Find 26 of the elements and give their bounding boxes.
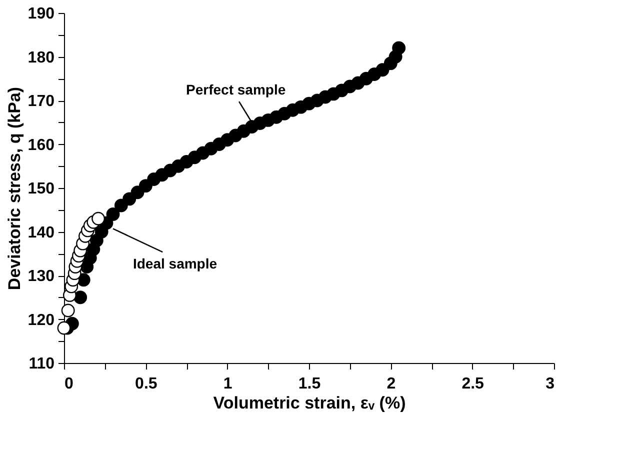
point xyxy=(92,212,106,226)
x-tick-label: 2 xyxy=(386,376,396,392)
x-tick-label: 2.5 xyxy=(462,376,484,392)
y-tick-label: 120 xyxy=(28,312,55,329)
point xyxy=(106,208,120,221)
y-tick-label: 190 xyxy=(28,6,55,22)
point xyxy=(61,304,75,318)
x-axis-title: Volumetric strain, εᵥ (%) xyxy=(213,394,406,412)
y-tick-label: 180 xyxy=(28,49,55,66)
annotation: Perfect sample xyxy=(186,81,286,98)
point xyxy=(57,321,71,335)
y-tick-label: 170 xyxy=(28,93,55,110)
point xyxy=(392,41,406,55)
x-tick-label: 0 xyxy=(64,376,74,392)
y-tick-label: 110 xyxy=(28,356,55,372)
y-tick-label: 140 xyxy=(28,224,55,242)
annotation: Ideal sample xyxy=(132,256,218,272)
y-axis-title: Deviatoric stress, q (kPa) xyxy=(4,86,24,290)
point xyxy=(74,290,88,304)
x-tick-label: 1 xyxy=(223,376,232,392)
x-tick-label: 3 xyxy=(546,376,555,392)
y-tick-label: 150 xyxy=(28,180,55,198)
y-tick-label: 130 xyxy=(28,268,55,285)
x-tick-label: 1.5 xyxy=(298,376,321,392)
y-tick-label: 160 xyxy=(28,136,55,154)
x-tick-label: 0.5 xyxy=(135,376,158,392)
